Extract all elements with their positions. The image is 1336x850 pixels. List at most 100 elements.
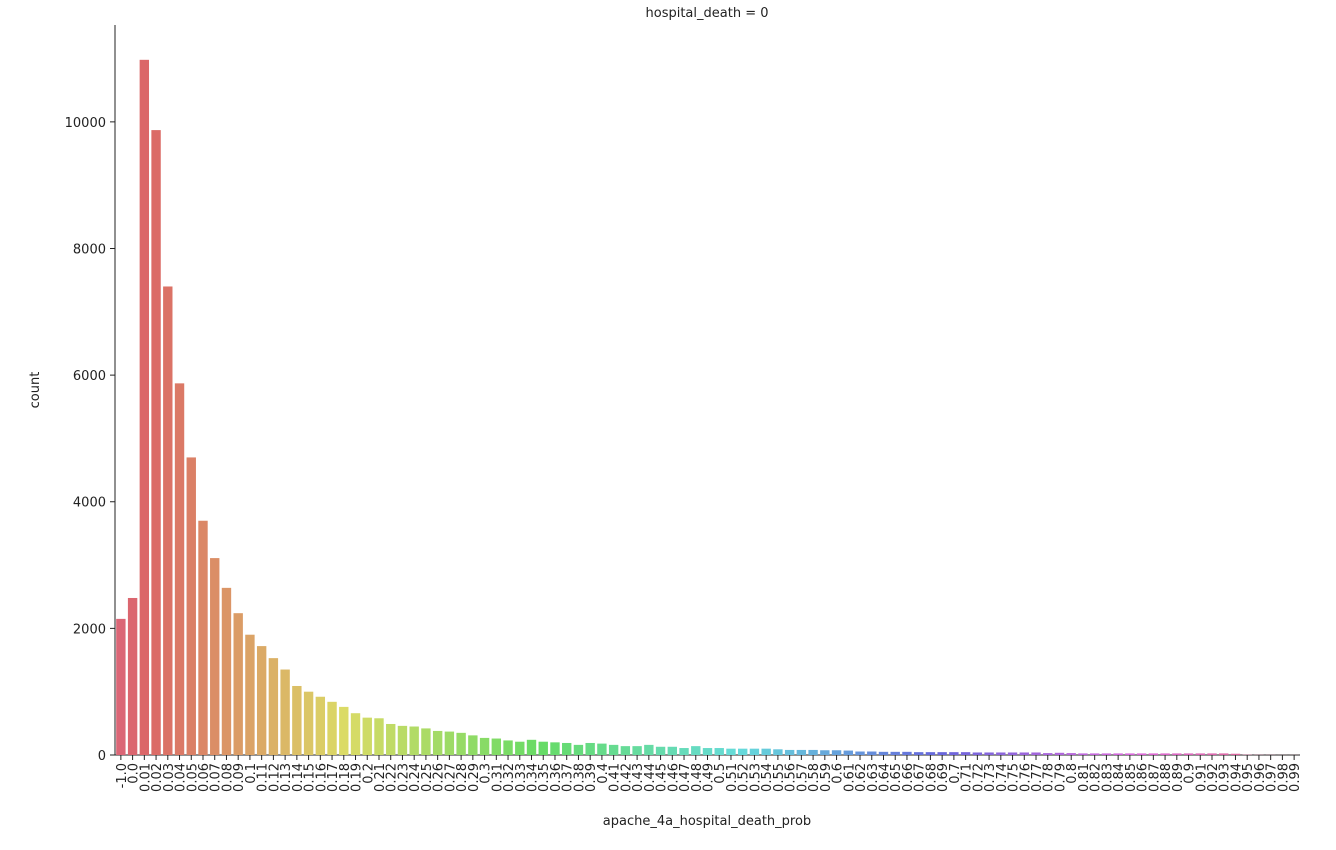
bar [222,588,231,755]
bar [468,735,477,755]
bar [374,718,383,755]
bar [1184,753,1193,755]
bar [304,692,313,755]
bar [386,724,395,755]
bar [116,619,125,755]
bar [269,658,278,755]
bar [844,751,853,755]
bar [1219,753,1228,755]
bar [550,742,559,755]
bar [984,752,993,755]
bar [292,686,301,755]
bar [527,740,536,755]
bar [234,613,243,755]
bar [879,752,888,755]
bar [797,750,806,755]
bar [832,750,841,755]
bar [398,726,407,755]
bar [515,742,524,755]
y-tick-label: 4000 [73,496,106,511]
bar [163,286,172,755]
bar [503,740,512,755]
y-axis-label: count [28,372,43,409]
bar [562,743,571,755]
bar [691,746,700,755]
bar [902,752,911,755]
y-tick-label: 6000 [73,369,106,384]
bar [339,707,348,755]
bar [597,744,606,755]
bar [1020,752,1029,755]
bar [867,752,876,755]
y-tick-label: 8000 [73,242,106,257]
bar [257,646,266,755]
bar [1149,753,1158,755]
bar [656,747,665,755]
bar [492,739,501,755]
bar [1008,752,1017,755]
bar [1137,753,1146,755]
bar [175,383,184,755]
bar [1043,753,1052,755]
bar [316,697,325,755]
bar [456,733,465,755]
bar [480,738,489,755]
bar [738,749,747,755]
bar [1172,753,1181,755]
y-tick-label: 0 [98,749,106,764]
bar [433,731,442,755]
bar [198,521,207,755]
bar [351,713,360,755]
bar [750,749,759,755]
bar [996,752,1005,755]
y-tick-label: 2000 [73,622,106,637]
bar [914,752,923,755]
bar [1055,753,1064,755]
bar [151,130,160,755]
bar [949,752,958,755]
bar [785,750,794,755]
bar [280,670,289,755]
bar [820,750,829,755]
bar [1125,753,1134,755]
bar [668,747,677,755]
bar [773,749,782,755]
bar [210,558,219,755]
bar [726,749,735,755]
bar [761,749,770,755]
bar [926,752,935,755]
bar [1078,753,1087,755]
bar [1160,753,1169,755]
bar [632,746,641,755]
bar [1102,753,1111,755]
bar [327,702,336,755]
bar [539,742,548,755]
bar [973,752,982,755]
bar [855,752,864,755]
y-tick-label: 10000 [65,116,106,131]
bar [609,745,618,755]
bar [703,748,712,755]
bar [1196,753,1205,755]
bar [679,748,688,755]
bar [1067,753,1076,755]
bar [245,635,254,755]
bar [891,752,900,755]
bar [644,745,653,755]
bar [409,727,418,755]
bar [421,728,430,755]
bar [1207,753,1216,755]
bar [140,60,149,755]
bar [961,752,970,755]
bar [187,457,196,755]
bar [128,598,137,755]
bar [585,743,594,755]
bar [1090,753,1099,755]
bar [621,746,630,755]
bar [715,748,724,755]
x-axis-label: apache_4a_hospital_death_prob [603,814,811,829]
bar [937,752,946,755]
bar [1031,752,1040,755]
bar [363,718,372,755]
